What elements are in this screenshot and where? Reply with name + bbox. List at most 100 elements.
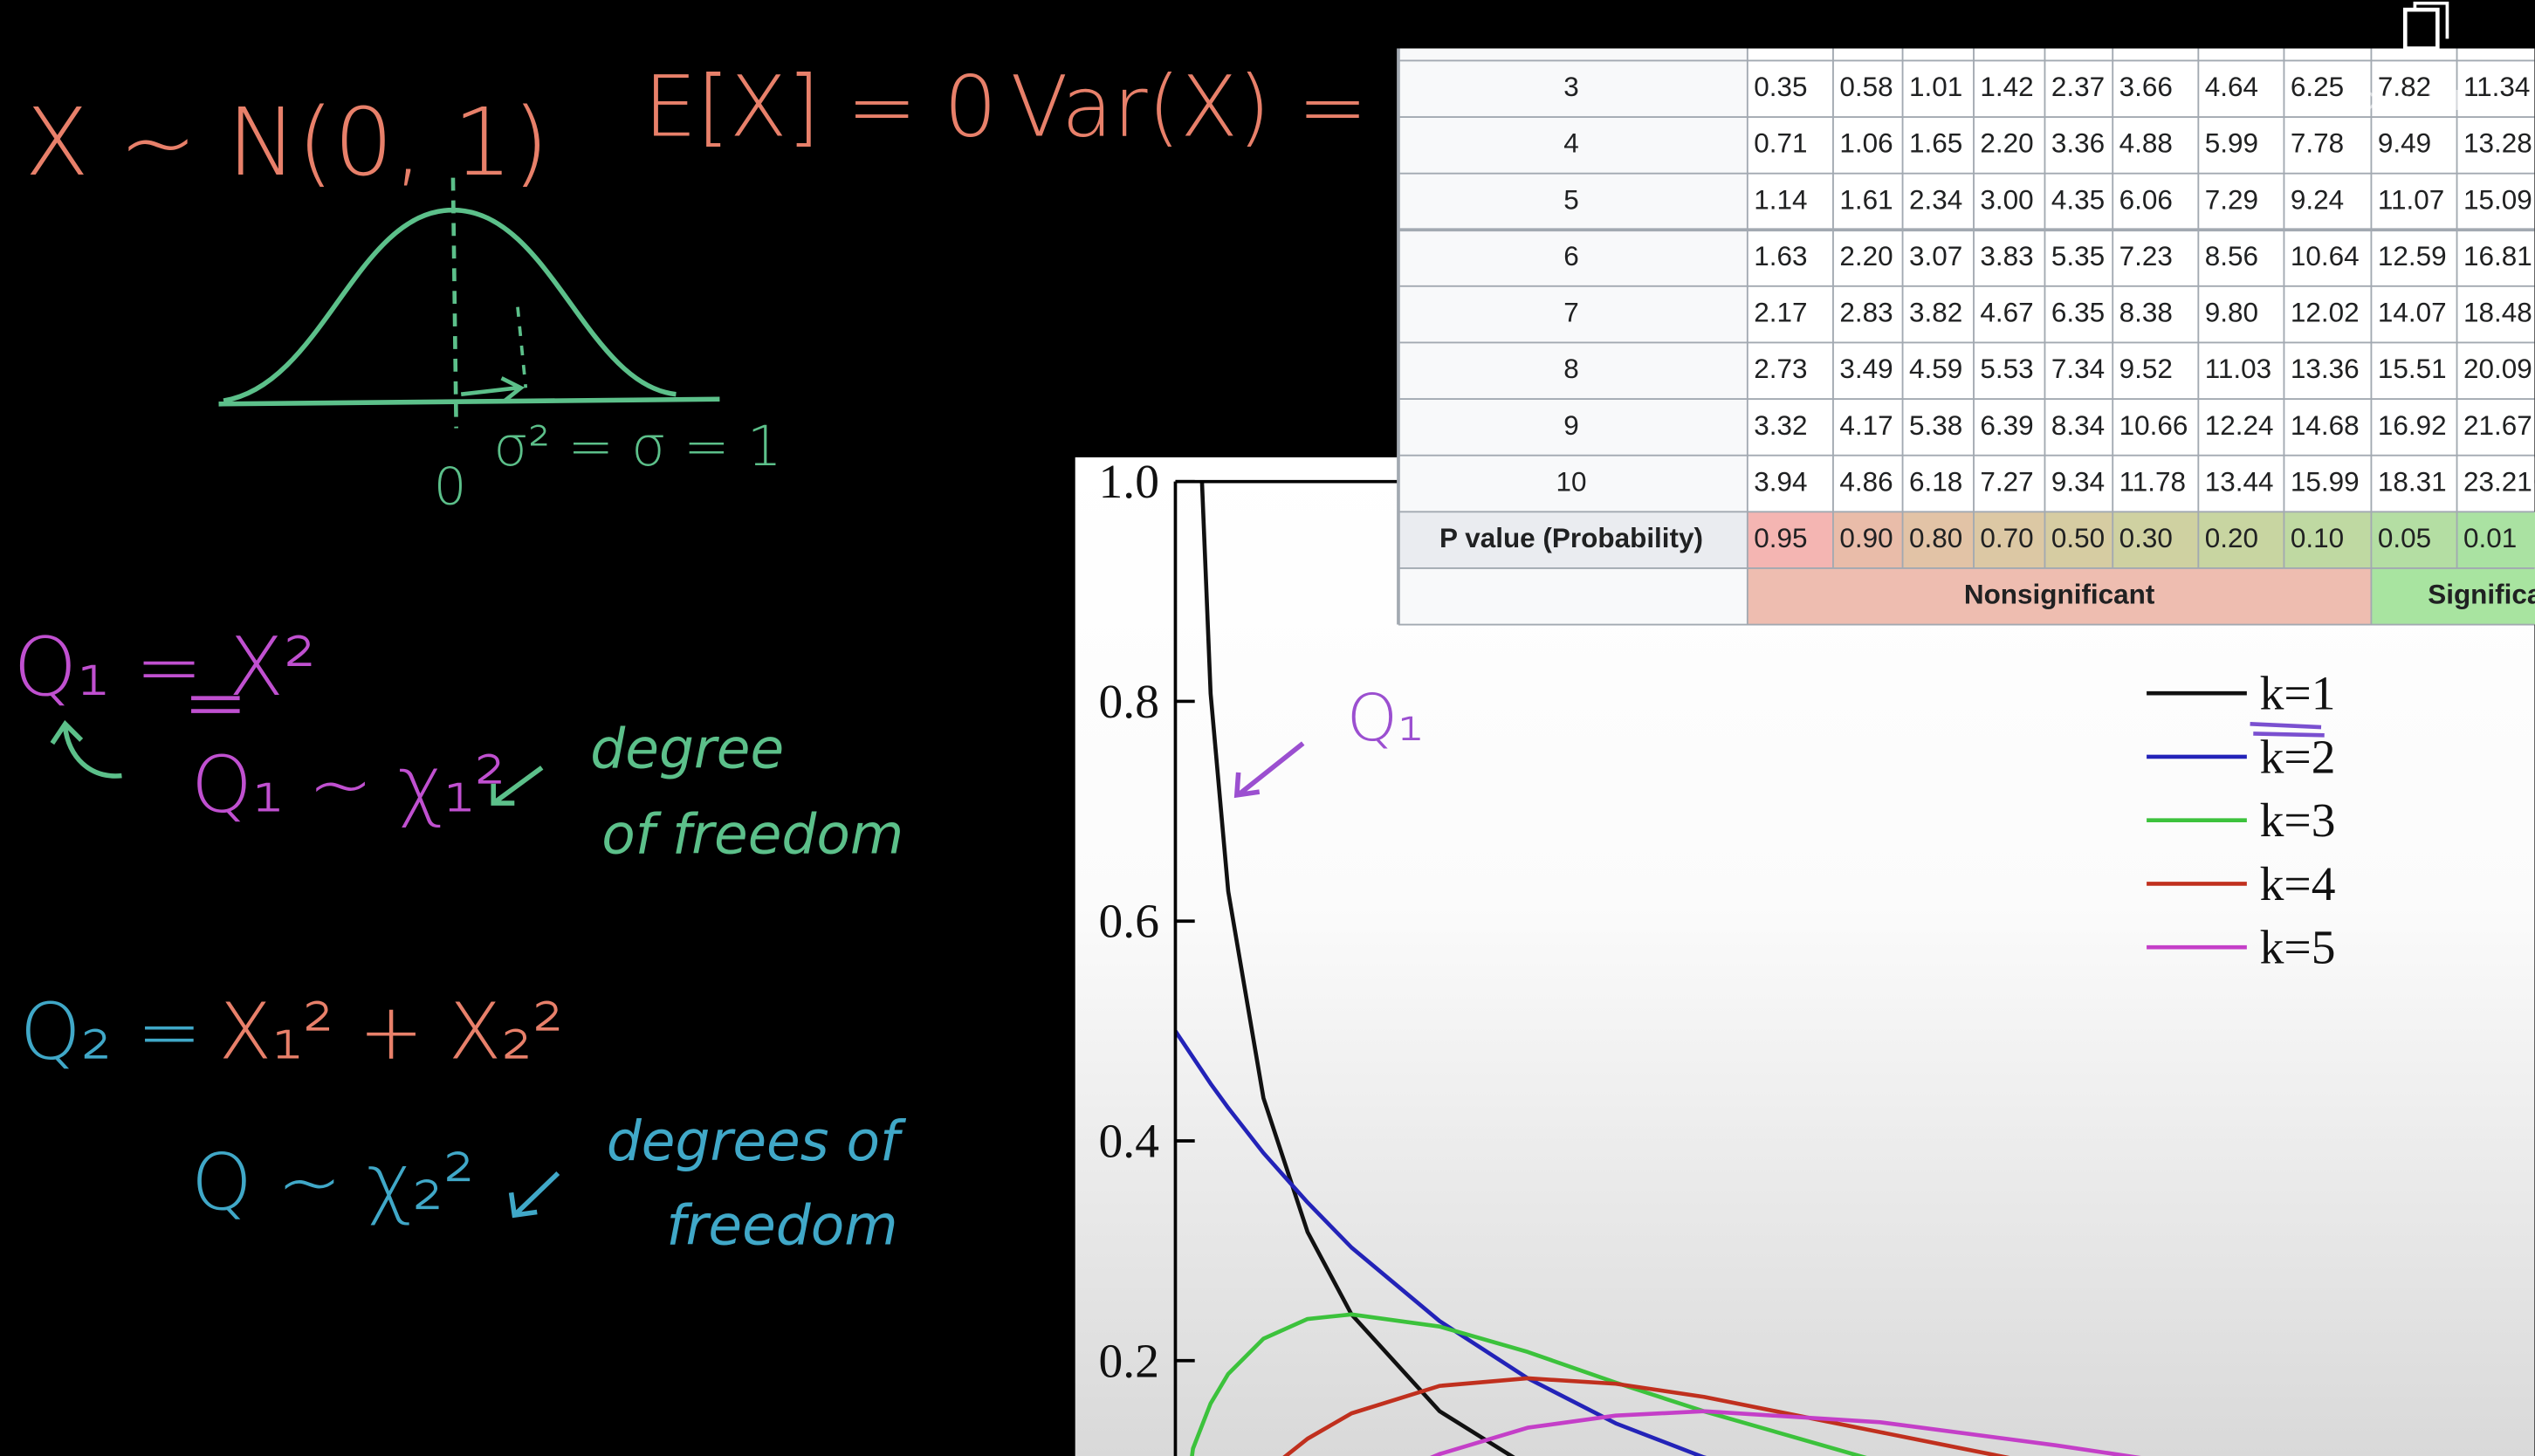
table-cell-label: 4 — [1563, 128, 1579, 159]
q1-note: of freedom — [601, 802, 903, 866]
table-cell-value: 11.34 — [2463, 72, 2530, 102]
series-line — [1175, 1029, 1707, 1456]
table-cell-value: 2.83 — [1839, 298, 1893, 328]
p-value-value: 0.01 — [2463, 523, 2517, 553]
legend-label: k=3 — [2260, 794, 2336, 848]
p-value-cell — [2371, 512, 2457, 568]
q1-note: degree — [590, 717, 784, 780]
sd-arrow — [460, 376, 525, 402]
table-cell-value: 1.65 — [1909, 128, 1962, 159]
table-cell-label: 9 — [1563, 410, 1579, 441]
table-cell-value: 13.36 — [2291, 354, 2360, 384]
table-cell-value: 6.35 — [2051, 298, 2105, 328]
table-cell-value: 4.35 — [2051, 184, 2105, 215]
table-cell-value: 3.32 — [1754, 410, 1807, 441]
table-cell-value: 1.06 — [1839, 128, 1893, 159]
table-cell-value: 1.42 — [1980, 72, 2033, 102]
band-cell — [1747, 567, 2372, 625]
table-cell-value: 0.71 — [1754, 128, 1807, 159]
table-cell-value: 15.09 — [2463, 184, 2532, 215]
copy-icon[interactable] — [2402, 7, 2440, 51]
p-value-label: P value (Probability) — [1439, 523, 1703, 553]
table-cell-label: 3 — [1563, 72, 1579, 102]
p-value-value: 0.20 — [2205, 523, 2258, 553]
table-cell-value: 2.37 — [2051, 72, 2105, 102]
table-cell-value: 13.44 — [2205, 466, 2274, 497]
copy-link[interactable]: Copy link — [2355, 1, 2469, 116]
copy-link-label[interactable]: Copy link — [2355, 86, 2469, 116]
table-cell-value: 9.52 — [2119, 354, 2173, 384]
table-cell-label: 8 — [1563, 354, 1579, 384]
table-cell-value: 8.34 — [2051, 410, 2105, 441]
p-value-value: 0.30 — [2119, 523, 2173, 553]
table-cell-value: 4.88 — [2119, 128, 2173, 159]
table-cell-value: 13.28 — [2463, 128, 2532, 159]
table-cell-value: 3.07 — [1909, 241, 1962, 271]
table-cell-value: 12.59 — [2378, 241, 2447, 271]
board-notes: X ~ N(0, 1) E[X] = 0 Var(X) = 1 0 σ² = σ… — [13, 58, 1447, 1258]
p-value-cell — [2284, 512, 2372, 568]
table-cell-label: 5 — [1563, 184, 1579, 215]
table-cell-value: 5.38 — [1909, 410, 1962, 441]
p-value-cell — [2112, 512, 2199, 568]
table-cell-value: 9.49 — [2378, 128, 2431, 159]
table-cell-value: 2.17 — [1754, 298, 1807, 328]
table-cell-value: 15.51 — [2378, 354, 2447, 384]
legend-label: k=4 — [2260, 858, 2336, 911]
table-cell-value: 20.09 — [2463, 354, 2532, 384]
table-cell-label: 6 — [1563, 241, 1579, 271]
curved-arrow — [50, 720, 122, 779]
q2-dist: Q ~ χ₂² — [191, 1137, 475, 1227]
table-cell-value: 4.59 — [1909, 354, 1962, 384]
table-cell-value: 4.67 — [1980, 298, 2033, 328]
y-tick-label: 0.2 — [1099, 1335, 1159, 1388]
table-cell-value: 16.81 — [2463, 241, 2532, 271]
p-value-value: 0.10 — [2291, 523, 2344, 553]
table-cell-value: 7.78 — [2291, 128, 2344, 159]
table-cell-value: 1.63 — [1754, 241, 1807, 271]
plot-area — [1175, 481, 2141, 1456]
underline — [2250, 722, 2325, 738]
band-cell — [2371, 567, 2535, 625]
table-cell-value: 0.58 — [1839, 72, 1893, 102]
table-cell-value: 8.56 — [2205, 241, 2258, 271]
table-cell-value: 7.82 — [2378, 72, 2431, 102]
q1-dist: Q₁ ~ χ₁² — [191, 739, 505, 829]
table-cell-value: 12.24 — [2205, 410, 2274, 441]
table-cell-label: 7 — [1563, 298, 1579, 328]
table-cell-value: 4.86 — [1839, 466, 1893, 497]
p-value-value: 0.05 — [2378, 523, 2431, 553]
y-tick-label: 0.4 — [1099, 1116, 1159, 1169]
table-cell-value: 0.35 — [1754, 72, 1807, 102]
y-tick-label: 0.6 — [1099, 896, 1159, 949]
table-cell-value: 4.17 — [1839, 410, 1893, 441]
table-cell-value: 5.99 — [2205, 128, 2258, 159]
table-cell-value: 3.82 — [1909, 298, 1962, 328]
y-tick-label: 0.8 — [1099, 676, 1159, 729]
table-cell-value: 7.23 — [2119, 241, 2173, 271]
copy-icon-back — [2413, 1, 2449, 39]
p-value-value: 0.95 — [1754, 523, 1807, 553]
legend-label: k=5 — [2260, 922, 2336, 975]
table-cell-value: 11.07 — [2378, 184, 2444, 215]
p-value-cell — [2456, 512, 2535, 568]
table-cell-value: 1.01 — [1909, 72, 1962, 102]
arrow — [491, 766, 544, 806]
table-cell-value: 6.25 — [2291, 72, 2344, 102]
p-value-value: 0.90 — [1839, 523, 1893, 553]
p-value-value: 0.80 — [1909, 523, 1962, 553]
table-cell-value: 1.14 — [1754, 184, 1807, 215]
table-cell-value: 3.66 — [2119, 72, 2173, 102]
mean: E[X] = 0 — [643, 58, 997, 156]
table-cell-label: 10 — [1556, 466, 1587, 497]
table-cell-value: 2.20 — [1980, 128, 2033, 159]
table-cell-value: 10.64 — [2291, 241, 2360, 271]
table-cell-value: 12.02 — [2291, 298, 2360, 328]
table-cell-value: 9.24 — [2291, 184, 2344, 215]
table-cell-value: 3.00 — [1980, 184, 2033, 215]
origin: 0 — [434, 457, 467, 517]
table-cell-value: 11.78 — [2119, 466, 2186, 497]
mean-line — [450, 177, 458, 429]
table-cell-value: 1.61 — [1839, 184, 1893, 215]
